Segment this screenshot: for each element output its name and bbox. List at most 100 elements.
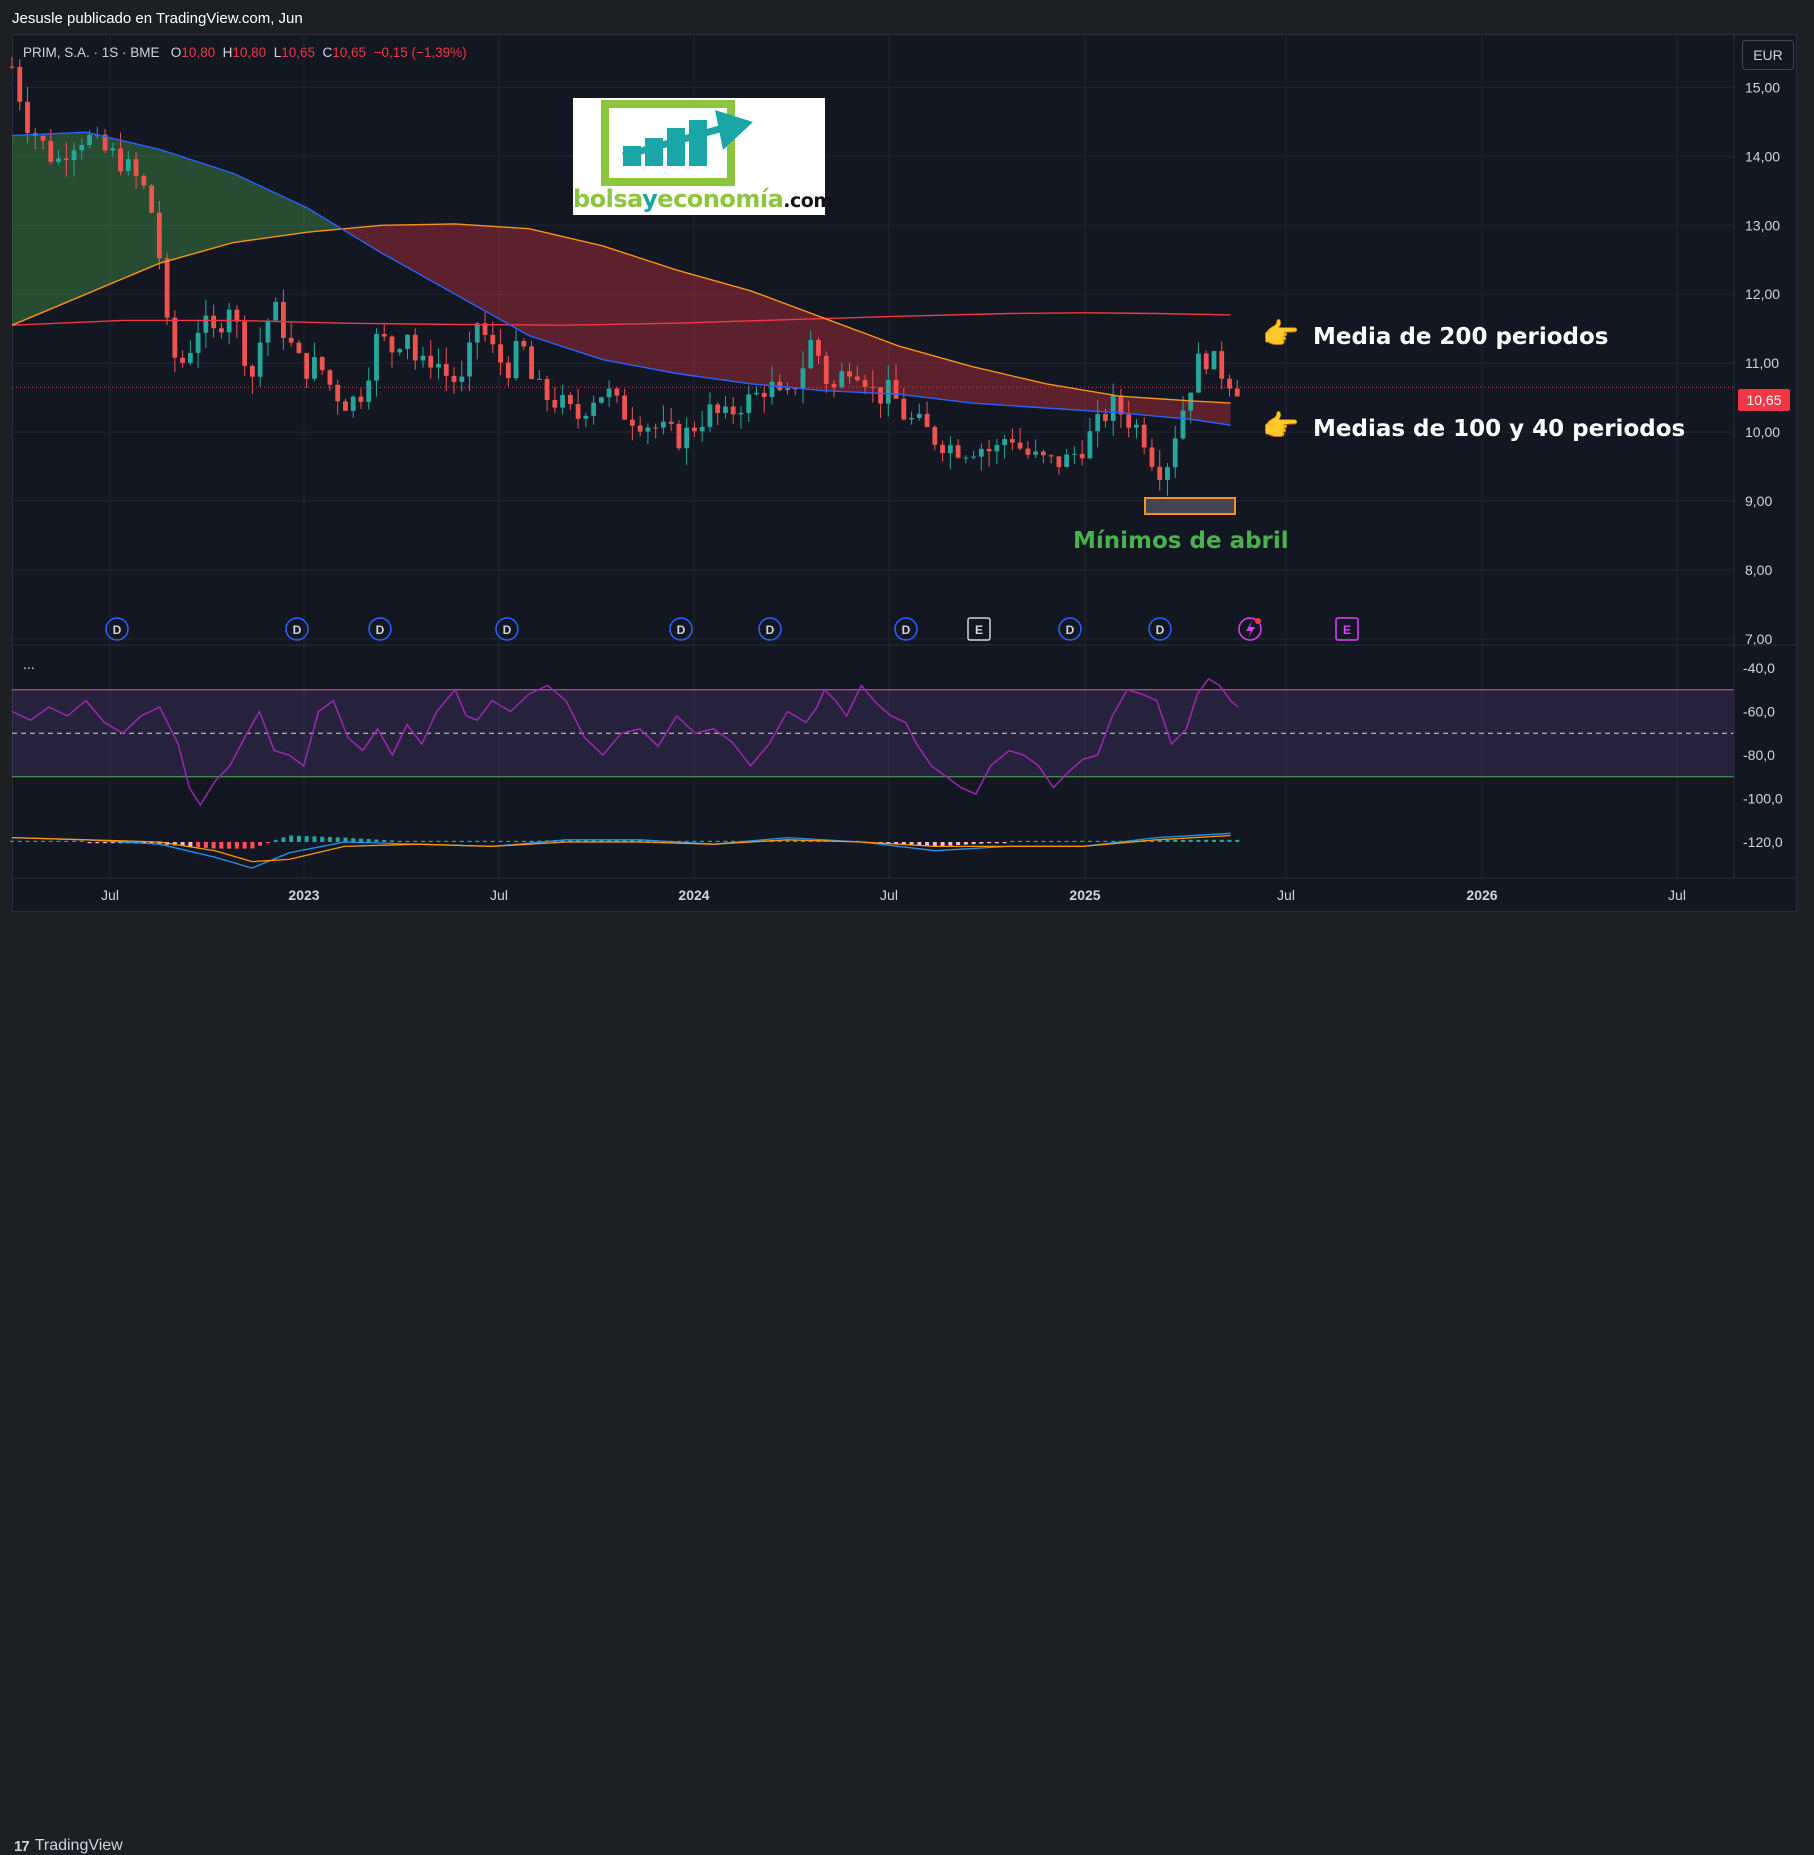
ma-bands: [12, 132, 1231, 426]
candle-body: [102, 134, 108, 151]
dividend-marker-label: D: [113, 623, 122, 637]
candle-body: [110, 148, 116, 151]
candle-body: [544, 378, 550, 400]
macd-histogram-bar: [211, 842, 216, 849]
candle-body: [405, 334, 410, 350]
dividend-marker: [669, 617, 693, 641]
indicator-menu[interactable]: ...: [23, 656, 35, 672]
candle-body: [234, 309, 240, 322]
candle-body: [63, 158, 69, 161]
annotation-ma200: Media de 200 periodos: [1313, 324, 1609, 350]
candle-body: [567, 395, 573, 405]
candle-body: [661, 421, 666, 428]
macd-histogram-bar: [1087, 840, 1092, 842]
chart-svg[interactable]: D D D D D D D D DE E -40,0-60,0-80,0-100,0-120,0 …: [0, 0, 1814, 957]
candle-body: [816, 340, 821, 356]
bottom-bar: 17 TradingView: [0, 912, 1814, 1855]
tradingview-brand[interactable]: 17 TradingView: [14, 1837, 123, 1855]
macd-histogram-bar: [979, 842, 984, 844]
candle-body: [847, 371, 852, 377]
macd-histogram-bar: [196, 842, 201, 848]
currency-button[interactable]: EUR: [1742, 40, 1794, 70]
candle-body: [40, 135, 46, 141]
macd-histogram-bar: [498, 840, 503, 842]
macd-histogram-bar: [242, 842, 247, 849]
candle-body: [1211, 351, 1217, 370]
macd-histogram-bar: [149, 842, 154, 844]
macd-histogram-bar: [994, 842, 999, 844]
macd-histogram-bar: [312, 836, 317, 842]
candle-body: [823, 355, 829, 384]
macd-histogram-bar: [1173, 839, 1178, 842]
candle-body: [1227, 378, 1232, 389]
candle-body: [1033, 451, 1039, 455]
candle-body: [79, 145, 85, 151]
candle-body: [738, 412, 744, 415]
candle-body: [389, 336, 395, 353]
macd-histogram-bar: [281, 837, 286, 842]
macd-histogram-bar: [157, 842, 162, 845]
candle-body: [490, 334, 496, 345]
candle-body: [1110, 395, 1116, 421]
macd-histogram-bar: [583, 839, 588, 842]
macd-histogram-bar: [1227, 839, 1232, 842]
candle-body: [358, 396, 364, 402]
high-value: 10,80: [232, 45, 267, 60]
macd-signal-line: [11, 834, 1231, 863]
macd-histogram-bar: [715, 840, 720, 842]
candle-body: [273, 301, 279, 321]
rsi-tick-label: -80,0: [1743, 747, 1775, 763]
candle-body: [180, 357, 186, 363]
candle-body: [1196, 353, 1201, 393]
candle-body: [211, 315, 217, 329]
candle-body: [257, 342, 263, 377]
macd-histogram-bar: [1211, 839, 1216, 842]
candle-body: [304, 353, 310, 379]
dividend-marker-label: D: [766, 623, 775, 637]
candle-body: [265, 320, 271, 343]
candle-body: [1157, 466, 1163, 480]
candle-body: [71, 150, 77, 161]
candle-body: [645, 427, 651, 432]
candle-body: [1180, 410, 1186, 439]
macd-histogram-bar: [265, 842, 270, 844]
flash-event-icon: [1246, 621, 1255, 638]
bullish-band: [12, 132, 345, 326]
macd-histogram-bar: [1180, 839, 1185, 842]
candle-body: [474, 323, 480, 343]
candle-body: [1219, 351, 1225, 379]
macd-histogram-bar: [41, 840, 46, 842]
macd-histogram-bar: [560, 839, 565, 842]
candle-body: [723, 406, 728, 413]
macd-histogram-bar: [421, 840, 426, 842]
event-markers: D D D D D D D D DE E: [105, 617, 1359, 641]
y-tick-label: 8,00: [1745, 562, 1772, 578]
ma100-line: [11, 223, 1231, 404]
macd-histogram-bar: [638, 839, 643, 842]
macd-histogram-bar: [940, 842, 945, 846]
candle-body: [1025, 448, 1031, 455]
candle-body: [1040, 451, 1046, 456]
chart-frame[interactable]: [12, 34, 1797, 912]
macd-histogram-bar: [731, 840, 736, 842]
macd-histogram-bar: [1072, 840, 1077, 842]
grid: [12, 36, 1734, 878]
candle-body: [412, 334, 418, 361]
x-tick-label: Jul: [101, 887, 119, 903]
flash-event-icon: [1238, 617, 1262, 641]
candle-body: [296, 342, 302, 354]
candle-body: [1009, 439, 1015, 443]
macd-histogram-bar: [1196, 839, 1201, 842]
dividend-marker: [758, 617, 782, 641]
macd-histogram-bar: [374, 839, 379, 842]
macd-histogram-bar: [1188, 839, 1193, 842]
candle-body: [901, 398, 907, 420]
candle-body: [281, 301, 286, 338]
candle-body: [924, 413, 930, 428]
candle-body: [327, 370, 333, 385]
macd-histogram-bar: [886, 842, 891, 844]
candle-body: [699, 426, 705, 432]
logo-wordmark: bolsayeconomía.com: [573, 185, 833, 213]
candle-body: [381, 333, 387, 337]
macd-histogram-bar: [1235, 839, 1240, 842]
